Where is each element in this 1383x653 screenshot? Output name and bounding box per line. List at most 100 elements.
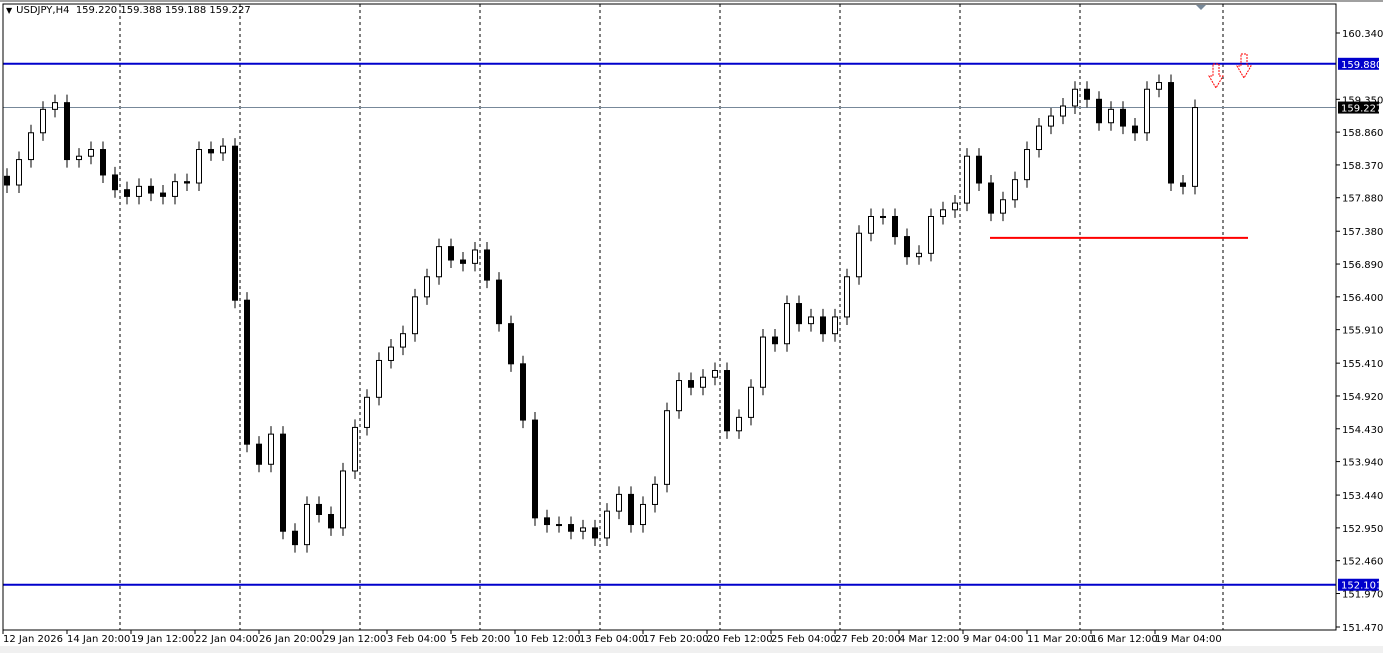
x-tick-label: 14 Jan 20:00 — [67, 634, 130, 645]
bull-candle — [1024, 149, 1030, 181]
bear-candle — [316, 503, 322, 515]
bull-candle — [388, 346, 394, 361]
bull-candle — [616, 493, 622, 512]
dropdown-triangle-icon[interactable]: ▼ — [6, 6, 13, 15]
x-tick-label: 13 Feb 04:00 — [579, 634, 645, 645]
y-tick-label: 155.410 — [1342, 359, 1383, 370]
bull-candle — [676, 380, 682, 412]
x-tick-label: 11 Mar 20:00 — [1027, 634, 1094, 645]
bear-candle — [160, 192, 166, 197]
y-tick-label: 151.970 — [1342, 590, 1383, 601]
bear-candle — [1180, 182, 1186, 187]
y-tick-label: 159.350 — [1342, 95, 1383, 106]
bull-candle — [352, 426, 358, 472]
x-tick-label: 19 Mar 04:00 — [1155, 634, 1222, 645]
bear-candle — [496, 279, 502, 325]
bull-candle — [952, 202, 958, 211]
x-tick-label: 17 Feb 20:00 — [643, 634, 709, 645]
top-border — [0, 0, 1383, 2]
bear-candle — [1120, 108, 1126, 127]
bear-candle — [112, 174, 118, 191]
bear-candle — [460, 259, 466, 264]
bull-candle — [436, 246, 442, 278]
bear-candle — [484, 249, 490, 281]
bull-candle — [1048, 115, 1054, 127]
bull-candle — [640, 503, 646, 526]
bull-candle — [856, 232, 862, 278]
bull-candle — [844, 276, 850, 318]
bear-candle — [64, 102, 70, 161]
y-tick-label: 158.860 — [1342, 128, 1383, 139]
bull-candle — [700, 376, 706, 388]
x-tick-label: 22 Jan 04:00 — [195, 634, 258, 645]
bull-candle — [220, 145, 226, 154]
bear-candle — [328, 513, 334, 529]
bull-candle — [136, 185, 142, 197]
bull-candle — [664, 410, 670, 485]
bear-candle — [292, 530, 298, 546]
y-tick-label: 153.440 — [1342, 491, 1383, 502]
bull-candle — [1036, 125, 1042, 151]
bear-candle — [148, 185, 154, 194]
x-tick-label: 5 Feb 20:00 — [451, 634, 510, 645]
x-tick-label: 29 Jan 12:00 — [323, 634, 386, 645]
bear-candle — [1084, 88, 1090, 100]
bear-candle — [448, 246, 454, 261]
bull-candle — [88, 149, 94, 157]
bull-candle — [16, 159, 22, 186]
x-tick-label: 19 Jan 12:00 — [131, 634, 194, 645]
y-tick-label: 160.340 — [1342, 29, 1383, 40]
bear-candle — [976, 155, 982, 184]
bull-candle — [940, 209, 946, 217]
x-tick-label: 27 Feb 20:00 — [835, 634, 901, 645]
bear-candle — [772, 336, 778, 345]
bull-candle — [268, 433, 274, 465]
bull-candle — [1108, 108, 1114, 124]
bear-candle — [1096, 98, 1102, 124]
bull-candle — [472, 249, 478, 264]
y-tick-label: 152.950 — [1342, 524, 1383, 535]
plot-frame — [2, 3, 1337, 631]
bull-candle — [580, 527, 586, 532]
bull-candle — [412, 296, 418, 335]
bull-candle — [340, 470, 346, 529]
bottom-strip — [0, 646, 1383, 653]
x-tick-label: 3 Feb 04:00 — [387, 634, 446, 645]
bull-candle — [364, 396, 370, 428]
bear-candle — [208, 149, 214, 154]
bear-candle — [256, 443, 262, 465]
bear-candle — [4, 175, 10, 186]
bull-candle — [916, 252, 922, 258]
bear-candle — [184, 181, 190, 184]
bull-candle — [1144, 88, 1150, 134]
bull-candle — [1072, 88, 1078, 107]
bull-candle — [964, 155, 970, 204]
sell-arrow-icon — [1236, 53, 1252, 79]
y-tick-label: 152.460 — [1342, 557, 1383, 568]
bull-candle — [76, 155, 82, 161]
bull-candle — [28, 132, 34, 161]
current-price-tag-label: 159.227 — [1341, 104, 1382, 115]
bull-candle — [748, 386, 754, 418]
y-tick-label: 154.920 — [1342, 392, 1383, 403]
bear-candle — [688, 380, 694, 388]
level-price-tag — [1338, 57, 1379, 70]
y-tick-label: 153.940 — [1342, 458, 1383, 469]
bull-candle — [784, 303, 790, 345]
bull-candle — [652, 483, 658, 505]
bull-candle — [1156, 82, 1162, 90]
bear-candle — [280, 433, 286, 532]
bear-candle — [1132, 125, 1138, 134]
bull-candle — [40, 108, 46, 134]
level-price-tag-label: 159.880 — [1341, 60, 1382, 71]
y-tick-label: 156.890 — [1342, 260, 1383, 271]
bear-candle — [1168, 82, 1174, 184]
x-tick-label: 10 Feb 12:00 — [515, 634, 581, 645]
bull-candle — [556, 524, 562, 527]
y-tick-label: 154.430 — [1342, 425, 1383, 436]
bear-candle — [628, 493, 634, 526]
bear-candle — [544, 517, 550, 526]
